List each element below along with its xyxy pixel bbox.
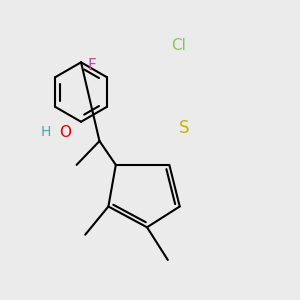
Text: H: H [40,125,51,139]
Text: F: F [88,58,96,73]
Text: Cl: Cl [171,38,186,53]
Text: S: S [179,119,189,137]
Text: O: O [59,125,71,140]
